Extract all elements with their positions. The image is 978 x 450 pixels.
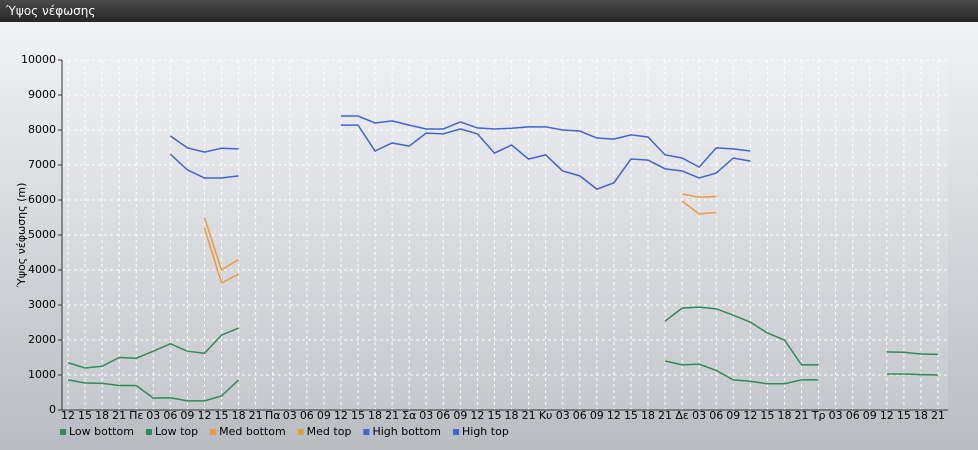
x-tick-label: 09 (180, 409, 194, 422)
series-line (203, 200, 717, 285)
x-tick-label: 06 (300, 409, 314, 422)
x-tick-label: 06 (846, 409, 860, 422)
y-axis-label: Ύψος νέφωσης (m) (15, 183, 28, 289)
x-tick-label: 09 (453, 409, 467, 422)
x-tick-label: 18 (95, 409, 109, 422)
x-tick-label: 09 (863, 409, 877, 422)
x-tick-label: Πε (129, 409, 143, 422)
x-tick-label: 09 (590, 409, 604, 422)
x-tick-label: 12 (61, 409, 75, 422)
x-tick-label: 06 (163, 409, 177, 422)
x-tick-label: Πα (265, 409, 281, 422)
x-tick-label: 21 (112, 409, 126, 422)
x-tick-label: 06 (573, 409, 587, 422)
x-tick-label: Σα (402, 409, 416, 422)
x-tick-label: Τρ (811, 409, 826, 422)
x-tick-label: 15 (897, 409, 911, 422)
legend-label: Med bottom (219, 425, 286, 438)
y-tick-label: 0 (49, 403, 56, 416)
x-tick-label: 18 (232, 409, 246, 422)
x-tick-label: 18 (641, 409, 655, 422)
y-tick-label: 2000 (28, 333, 56, 346)
legend-swatch (453, 429, 459, 435)
legend-swatch (210, 429, 217, 435)
legend-label: Med top (307, 425, 352, 438)
x-tick-label: 21 (658, 409, 672, 422)
y-tick-label: 8000 (28, 123, 56, 136)
series-line (203, 193, 717, 272)
y-tick-label: 9000 (28, 88, 56, 101)
legend-label: Low top (155, 425, 198, 438)
x-tick-label: 12 (470, 409, 484, 422)
x-tick-label: Κυ (539, 409, 553, 422)
x-tick-label: 09 (317, 409, 331, 422)
x-tick-label: 03 (419, 409, 433, 422)
x-tick-label: 03 (556, 409, 570, 422)
x-tick-label: 03 (146, 409, 160, 422)
x-tick-label: Δε (675, 409, 689, 422)
x-tick-label: 06 (709, 409, 723, 422)
x-tick-label: 09 (726, 409, 740, 422)
x-tick-label: 12 (197, 409, 211, 422)
series-line (67, 306, 939, 369)
x-tick-label: 15 (351, 409, 365, 422)
x-tick-label: 06 (436, 409, 450, 422)
series-line (169, 115, 751, 169)
x-tick-label: 15 (624, 409, 638, 422)
title-bar: Ύψος νέφωσης (0, 0, 978, 22)
y-tick-label: 6000 (28, 193, 56, 206)
x-tick-label: 21 (931, 409, 945, 422)
x-tick-label: 18 (368, 409, 382, 422)
y-tick-label: 4000 (28, 263, 56, 276)
y-tick-label: 3000 (28, 298, 56, 311)
legend-label: High top (462, 425, 509, 438)
legend-swatch (297, 429, 304, 435)
legend-label: Low bottom (69, 425, 134, 438)
x-tick-label: 21 (249, 409, 263, 422)
legend-label: High bottom (372, 425, 441, 438)
x-tick-label: 15 (760, 409, 774, 422)
y-tick-label: 5000 (28, 228, 56, 241)
x-tick-label: 03 (692, 409, 706, 422)
series-line (67, 360, 939, 402)
x-tick-label: 12 (334, 409, 348, 422)
y-tick-label: 1000 (28, 368, 56, 381)
x-tick-label: 15 (487, 409, 501, 422)
x-tick-label: 18 (914, 409, 928, 422)
x-tick-label: 18 (777, 409, 791, 422)
x-tick-label: 12 (880, 409, 894, 422)
series-line (169, 124, 751, 190)
x-tick-label: 12 (743, 409, 757, 422)
legend-swatch (363, 429, 370, 435)
y-tick-label: 7000 (28, 158, 56, 171)
x-tick-label: 15 (78, 409, 92, 422)
x-tick-label: 12 (607, 409, 621, 422)
x-tick-label: 18 (505, 409, 519, 422)
x-tick-label: 21 (795, 409, 809, 422)
y-tick-label: 10000 (21, 53, 56, 66)
legend-swatch (60, 429, 66, 435)
x-tick-label: 21 (385, 409, 399, 422)
x-tick-label: 03 (829, 409, 843, 422)
x-tick-label: 15 (215, 409, 229, 422)
title: Ύψος νέφωσης (6, 4, 96, 18)
x-tick-label: 21 (522, 409, 536, 422)
x-tick-label: 03 (283, 409, 297, 422)
legend-swatch (145, 429, 152, 435)
